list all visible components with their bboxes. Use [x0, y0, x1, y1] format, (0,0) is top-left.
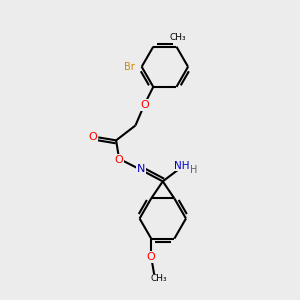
Text: N: N [137, 164, 146, 174]
Text: O: O [140, 100, 149, 110]
Text: CH₃: CH₃ [150, 274, 167, 283]
Text: CH₃: CH₃ [169, 33, 186, 42]
Text: O: O [115, 155, 124, 165]
Text: NH: NH [174, 160, 190, 171]
Text: O: O [147, 252, 156, 262]
Text: O: O [88, 132, 97, 142]
Text: H: H [190, 165, 198, 175]
Text: Br: Br [124, 62, 135, 72]
